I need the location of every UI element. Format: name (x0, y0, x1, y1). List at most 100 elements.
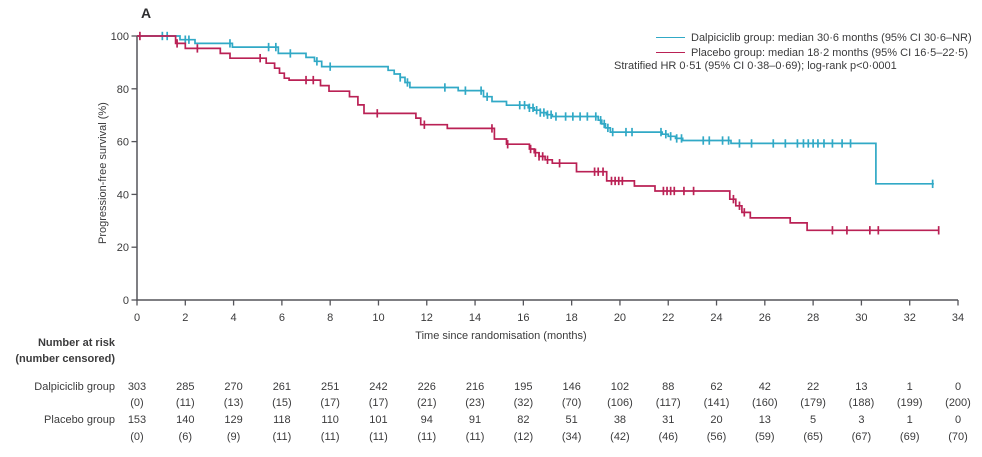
risk-count-cell: 13 (758, 414, 771, 426)
survival-curve-placebo (137, 35, 939, 232)
risk-count-cell: 118 (273, 414, 291, 426)
risk-count-cell: 88 (662, 381, 675, 393)
risk-count-cell: 38 (613, 414, 627, 426)
risk-censored-cell: (46) (658, 431, 679, 443)
risk-count-cell: 261 (272, 381, 292, 393)
risk-count-cell: 303 (127, 381, 147, 393)
risk-censored-cell: (13) (223, 397, 244, 409)
risk-count-cell: 82 (517, 414, 530, 426)
x-tick-label: 0 (134, 312, 140, 324)
risk-censored-cell: (32) (513, 397, 534, 409)
legend: Dalpiciclib group: median 30·6 months (9… (656, 30, 972, 60)
risk-censored-cell: (141) (703, 397, 730, 409)
x-tick-label: 30 (855, 312, 867, 324)
x-tick-label: 12 (421, 312, 433, 324)
x-tick-label: 14 (469, 312, 481, 324)
risk-censored-cell: (70) (948, 431, 968, 443)
risk-count-cell: 0 (954, 381, 962, 393)
x-tick-label: 20 (614, 312, 626, 324)
legend-line-swatch-dalpiciclib (656, 37, 685, 38)
legend-entry-dalpiciclib: Dalpiciclib group: median 30·6 months (9… (656, 30, 972, 45)
risk-count-cell: 110 (321, 414, 339, 426)
x-tick-label: 24 (710, 312, 722, 324)
risk-count-cell: 216 (465, 381, 485, 393)
risk-count-cell: 285 (176, 381, 195, 393)
y-tick-label: 80 (117, 84, 129, 96)
risk-censored-cell: (65) (803, 431, 823, 443)
legend-line-swatch-placebo (656, 52, 685, 53)
risk-count-cell: 146 (562, 381, 581, 393)
risk-count-cell: 129 (224, 414, 243, 426)
risk-count-cell: 153 (127, 414, 147, 426)
risk-count-cell: 226 (417, 381, 436, 393)
risk-count-cell: 51 (565, 414, 578, 426)
risk-censored-cell: (160) (751, 397, 778, 409)
x-tick-label: 8 (327, 312, 333, 324)
risk-censored-cell: (11) (175, 397, 195, 409)
risk-censored-cell: (70) (561, 397, 582, 409)
risk-censored-cell: (69) (899, 431, 920, 443)
risk-censored-cell: (11) (320, 431, 340, 443)
x-tick-label: 2 (182, 312, 188, 324)
x-tick-label: 10 (372, 312, 384, 324)
x-tick-label: 22 (662, 312, 674, 324)
x-tick-label: 28 (807, 312, 819, 324)
risk-censored-cell: (56) (706, 431, 727, 443)
risk-censored-cell: (106) (607, 397, 633, 409)
risk-count-cell: 242 (369, 381, 388, 393)
risk-count-cell: 101 (369, 414, 388, 426)
risk-count-cell: 1 (906, 381, 913, 393)
risk-count-cell: 94 (420, 414, 433, 426)
risk-count-cell: 0 (954, 414, 962, 426)
x-tick-label: 16 (517, 312, 529, 324)
y-axis-label: Progression-free survival (%) (97, 102, 109, 244)
y-tick-label: 0 (123, 295, 129, 307)
risk-censored-cell: (0) (130, 397, 144, 409)
risk-censored-cell: (34) (561, 431, 582, 443)
risk-count-cell: 195 (514, 381, 533, 393)
legend-label-dalpiciclib: Dalpiciclib group: median 30·6 months (9… (691, 31, 972, 44)
y-tick-label: 40 (117, 189, 129, 201)
risk-censored-cell: (11) (272, 431, 292, 443)
risk-censored-cell: (199) (896, 397, 923, 409)
risk-row-label-placebo: Placebo group (44, 414, 115, 426)
x-tick-label: 34 (952, 312, 964, 324)
risk-count-cell: 1 (906, 414, 913, 426)
stratified-hr-note: Stratified HR 0·51 (95% CI 0·38–0·69); l… (614, 60, 897, 72)
risk-count-cell: 13 (855, 381, 868, 393)
risk-count-cell: 42 (758, 381, 771, 393)
y-tick-label: 100 (111, 31, 129, 43)
risk-censored-cell: (42) (610, 431, 630, 443)
y-tick-label: 20 (117, 242, 129, 254)
risk-table-header-line2: (number censored) (15, 353, 115, 365)
risk-censored-cell: (179) (800, 397, 826, 409)
legend-entry-placebo: Placebo group: median 18·2 months (95% C… (656, 45, 972, 60)
risk-count-cell: 31 (662, 414, 675, 426)
risk-count-cell: 251 (320, 381, 340, 393)
risk-censored-cell: (9) (226, 431, 241, 443)
risk-count-cell: 22 (806, 381, 820, 393)
risk-censored-cell: (59) (755, 431, 775, 443)
x-tick-label: 32 (904, 312, 916, 324)
risk-censored-cell: (15) (272, 397, 292, 409)
x-tick-label: 4 (231, 312, 237, 324)
x-tick-label: 18 (566, 312, 578, 324)
risk-censored-cell: (11) (417, 431, 437, 443)
panel-label: A (141, 5, 152, 21)
risk-count-cell: 20 (710, 414, 723, 426)
risk-count-cell: 270 (224, 381, 243, 393)
risk-censored-cell: (6) (178, 431, 192, 443)
risk-censored-cell: (21) (416, 397, 437, 409)
risk-censored-cell: (188) (848, 397, 875, 409)
risk-censored-cell: (17) (320, 397, 340, 409)
risk-censored-cell: (67) (851, 431, 872, 443)
risk-count-cell: 140 (176, 414, 195, 426)
risk-row-label-dalpiciclib: Dalpiciclib group (34, 381, 115, 393)
x-axis-label: Time since randomisation (months) (415, 330, 587, 342)
x-tick-label: 26 (759, 312, 771, 324)
risk-count-cell: 91 (468, 414, 482, 426)
risk-censored-cell: (11) (369, 431, 388, 443)
risk-count-cell: 62 (710, 381, 723, 393)
y-tick-label: 60 (117, 137, 129, 149)
